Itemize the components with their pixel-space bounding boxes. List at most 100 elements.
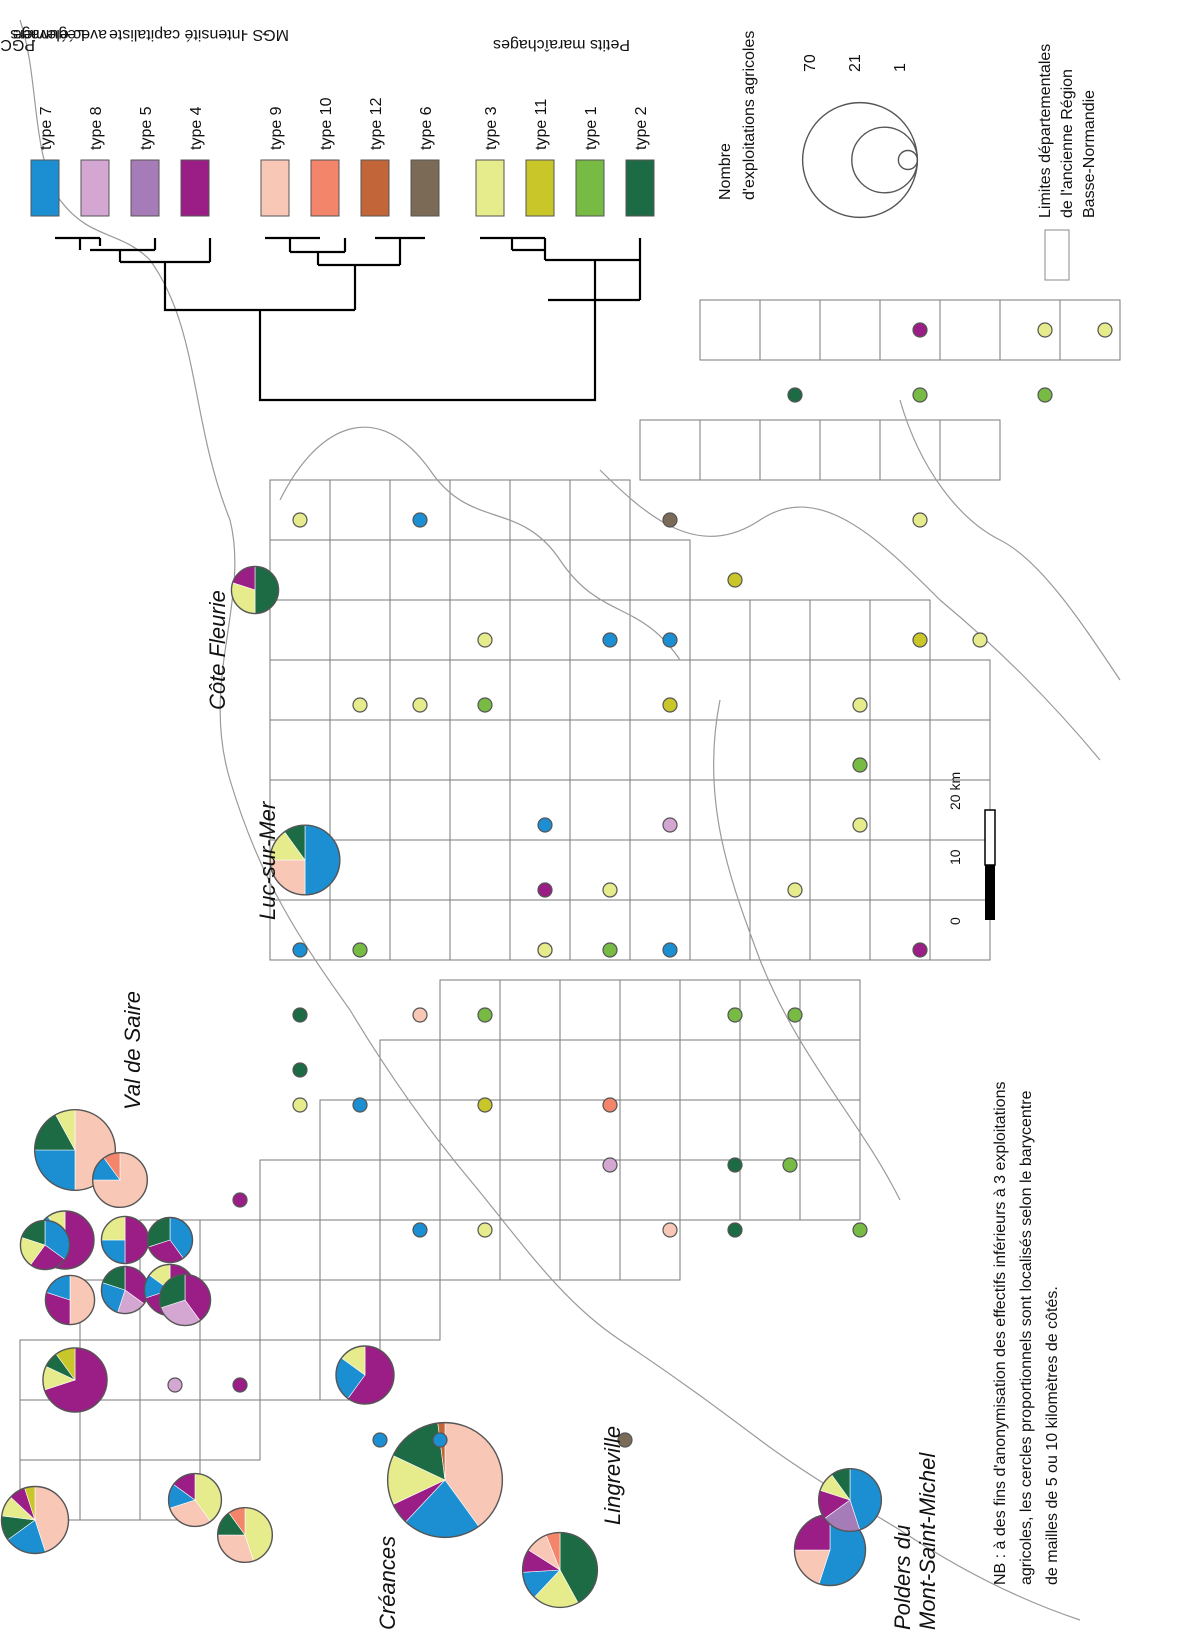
scale-tick-label: 0 (947, 917, 963, 925)
pie-chart-sw2 (216, 1506, 274, 1564)
grid-cell (389, 719, 451, 781)
place-labels: Val de Saire Côte Fleurie Luc-sur-Mer Créan… (120, 590, 940, 1630)
single-type-marker (292, 942, 308, 958)
grid-cell (329, 479, 391, 541)
grid-cell (259, 1339, 321, 1401)
legend-swatch-type-3 (475, 159, 505, 217)
single-type-marker (602, 1097, 618, 1113)
legend-type-label: type 8 (88, 106, 105, 150)
single-type-marker (662, 632, 678, 648)
size-legend-title: d'exploitations agricoles (741, 31, 758, 200)
pie-outline (42, 1347, 108, 1413)
grid-cell (629, 899, 691, 961)
single-type-marker (852, 1222, 868, 1238)
grid-cell (629, 839, 691, 901)
single-type-marker (232, 1192, 248, 1208)
pie-chart-lingreville (521, 1531, 599, 1609)
grid-cell (799, 1099, 861, 1161)
grid-cell (569, 659, 631, 721)
grid-cell (629, 539, 691, 601)
grid-cell (869, 719, 931, 781)
pie-outline (269, 824, 341, 896)
grid-cell (269, 659, 331, 721)
grid-cell (509, 539, 571, 601)
grid-cell (569, 479, 631, 541)
legend-group-label: avec élevage (13, 26, 107, 43)
single-type-marker (232, 1377, 248, 1393)
grid-cell (449, 899, 511, 961)
single-type-marker (352, 1097, 368, 1113)
grid-cell (629, 659, 691, 721)
boundary-legend-label: de l'ancienne Région (1059, 69, 1076, 218)
single-type-marker (1037, 322, 1053, 338)
grid-cell (679, 1039, 741, 1101)
single-type-marker (912, 512, 928, 528)
single-type-marker (782, 1157, 798, 1173)
coastline-and-boundaries (19, 19, 1121, 1621)
pie-outline (386, 1421, 504, 1539)
grid-cell (259, 1159, 321, 1221)
grid-cell (439, 979, 501, 1041)
grid-cell (509, 659, 571, 721)
grid-cell (869, 779, 931, 841)
grid-cell (319, 1159, 381, 1221)
single-type-marker (477, 632, 493, 648)
pie-chart-polders2 (817, 1467, 883, 1533)
grid-cell (319, 1219, 381, 1281)
single-type-marker (662, 942, 678, 958)
grid-cell (749, 659, 811, 721)
grid-cell (449, 779, 511, 841)
legend-swatch-type-11 (525, 159, 555, 217)
grid-cell (569, 839, 631, 901)
pie-slice (124, 1216, 149, 1264)
grid-cell (379, 1219, 441, 1281)
single-type-marker (292, 512, 308, 528)
single-type-marker (787, 1007, 803, 1023)
pie-outline (216, 1506, 274, 1564)
single-type-marker (372, 1432, 388, 1448)
grid-cell (449, 599, 511, 661)
size-legend-value: 70 (802, 54, 819, 72)
grid-cell (449, 719, 511, 781)
pie-chart-val6 (19, 1219, 71, 1271)
grid-cell (319, 1099, 381, 1161)
grid-cell (499, 979, 561, 1041)
legend-group-label: PGC (0, 36, 35, 53)
size-legend-circle (897, 149, 919, 171)
grid-cell (259, 1279, 321, 1341)
grid-cell (819, 299, 881, 361)
pie-chart-polders (793, 1513, 867, 1587)
single-type-marker (912, 632, 928, 648)
scale-bar-black (985, 865, 995, 920)
grid-cell (809, 899, 871, 961)
grid-cell (509, 479, 571, 541)
single-type-marker (727, 1007, 743, 1023)
pie-outline (44, 1274, 96, 1326)
grid-cell (749, 599, 811, 661)
grid-cell (799, 1039, 861, 1101)
pie-outline (0, 1485, 70, 1555)
single-type-marker (412, 697, 428, 713)
single-type-marker (292, 1062, 308, 1078)
grid-cell (619, 1219, 681, 1281)
grid-cell (1059, 299, 1121, 361)
grid-cell (389, 479, 451, 541)
legend-swatch-type-10 (310, 159, 340, 217)
grid-cell (689, 719, 751, 781)
pie-chart-val8 (100, 1265, 150, 1315)
grid-cell (199, 1219, 261, 1281)
grid-cell (689, 599, 751, 661)
pie-slice (69, 1275, 95, 1325)
grid-cell (929, 899, 991, 961)
single-type-marker (167, 1377, 183, 1393)
pie-chart-val5 (42, 1347, 108, 1413)
grid-cell (569, 719, 631, 781)
boundary-legend-swatch (1044, 229, 1070, 281)
place-label-polders-line2: Mont-Saint-Michel (915, 1452, 940, 1630)
grid-cell (799, 1159, 861, 1221)
grid-cell (569, 899, 631, 961)
grid-cell (199, 1339, 261, 1401)
place-label-lingreville: Lingreville (600, 1426, 625, 1525)
grid-cell (569, 779, 631, 841)
grid-cell (809, 599, 871, 661)
